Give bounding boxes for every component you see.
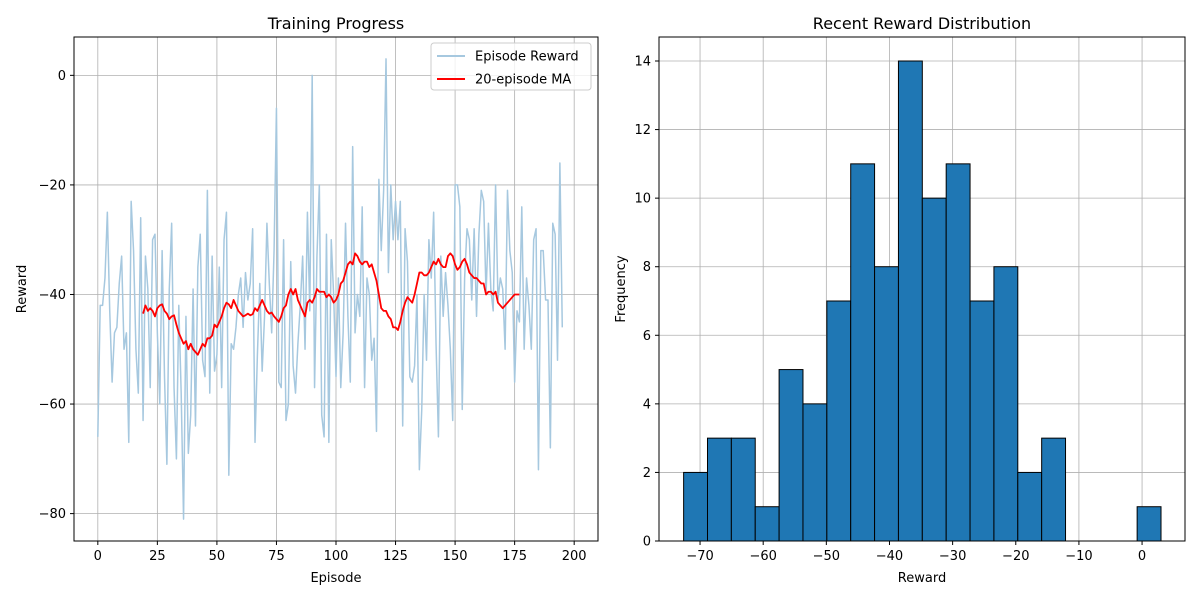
left-x-tick-label: 125 [383, 549, 408, 564]
histogram-bar [754, 506, 780, 542]
right-y-tick-label: 6 [643, 329, 651, 344]
histogram-bar [1136, 506, 1162, 542]
right-axes-frame [658, 36, 1186, 542]
right-y-tick-label: 0 [643, 535, 651, 550]
histogram-bar [730, 437, 756, 542]
right-chart-title: Recent Reward Distribution [813, 14, 1031, 33]
histogram-bar [1017, 471, 1043, 542]
histogram-bar [1041, 437, 1067, 542]
left-x-tick-label: 150 [443, 549, 468, 564]
left-x-axis-label: Episode [310, 571, 361, 586]
legend-label-episode-reward: Episode Reward [475, 50, 579, 65]
left-chart-title: Training Progress [267, 14, 405, 33]
left-x-tick-label: 175 [502, 549, 527, 564]
right-x-tick-label: 0 [1138, 549, 1146, 564]
left-x-tick-label: 200 [562, 549, 587, 564]
left-y-axis-label: Reward [15, 265, 30, 313]
left-y-tick-label: −60 [39, 398, 66, 413]
histogram-bar [945, 163, 971, 542]
legend: Episode Reward 20-episode MA [430, 42, 592, 91]
right-y-tick-label: 2 [643, 466, 651, 481]
histogram-bar [850, 163, 876, 542]
right-y-tick-label: 10 [634, 192, 651, 207]
left-ticks: 0 25 50 75 100 125 150 175 200 −80 −60 −40 −20 0 [39, 69, 587, 564]
moving-average-line [142, 252, 520, 356]
episode-reward-line [97, 58, 564, 520]
right-x-axis-label: Reward [898, 571, 946, 586]
histogram-bar [897, 60, 923, 542]
histogram-bar [802, 403, 828, 542]
right-x-tick-label: −10 [1065, 549, 1092, 564]
histogram-bar [826, 300, 852, 542]
right-x-tick-label: −70 [686, 549, 713, 564]
right-y-tick-label: 8 [643, 260, 651, 275]
histogram-bar [993, 266, 1019, 542]
right-ticks: −70 −60 −50 −40 −30 −20 −10 0 0 2 4 6 8 10 12 14 [634, 55, 1146, 565]
left-x-tick-label: 50 [209, 549, 226, 564]
histogram-bar [969, 300, 995, 542]
left-y-tick-label: −80 [39, 507, 66, 522]
right-x-tick-label: −40 [876, 549, 903, 564]
legend-label-moving-average: 20-episode MA [475, 73, 571, 88]
left-x-tick-label: 100 [324, 549, 349, 564]
histogram-bar [706, 437, 732, 542]
histogram-bar [874, 266, 899, 542]
training-progress-panel: 0 25 50 75 100 125 150 175 200 −80 −60 −40 −20 0 Trai… [15, 14, 599, 586]
right-x-tick-label: −20 [1002, 549, 1029, 564]
left-y-tick-label: 0 [58, 69, 66, 84]
right-y-tick-label: 4 [643, 397, 651, 412]
left-grid [74, 37, 598, 541]
left-series [97, 58, 564, 520]
right-x-tick-label: −60 [749, 549, 776, 564]
right-x-tick-label: −50 [813, 549, 840, 564]
left-y-tick-label: −20 [39, 178, 66, 193]
histogram-bar [921, 197, 947, 542]
right-y-tick-label: 14 [634, 55, 651, 70]
legend-box [430, 42, 592, 91]
left-x-tick-label: 25 [149, 549, 166, 564]
left-x-tick-label: 75 [268, 549, 285, 564]
reward-distribution-panel: −70 −60 −50 −40 −30 −20 −10 0 0 2 4 6 8 10 12 14 Recent… [614, 14, 1186, 586]
histogram-bar [778, 369, 804, 542]
right-y-axis-label: Frequency [614, 255, 629, 322]
histogram-bar [683, 471, 708, 542]
right-x-tick-label: −30 [939, 549, 966, 564]
right-y-tick-label: 12 [634, 123, 651, 138]
left-y-tick-label: −40 [39, 288, 66, 303]
left-x-tick-label: 0 [94, 549, 102, 564]
